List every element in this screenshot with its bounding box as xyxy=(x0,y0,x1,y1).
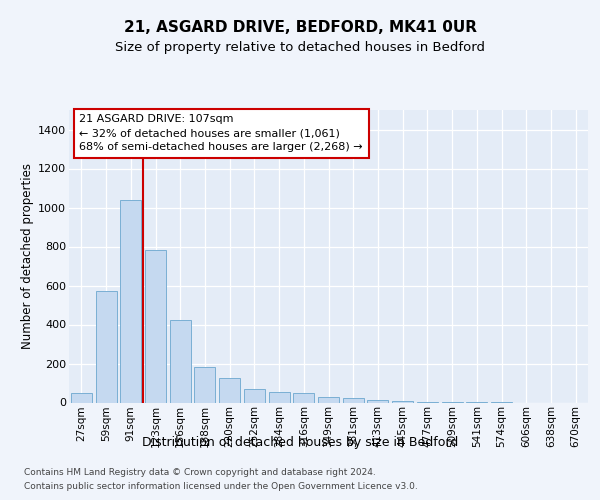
Bar xyxy=(194,368,215,402)
Bar xyxy=(392,401,413,402)
Text: Size of property relative to detached houses in Bedford: Size of property relative to detached ho… xyxy=(115,41,485,54)
Bar xyxy=(269,392,290,402)
Text: Distribution of detached houses by size in Bedford: Distribution of detached houses by size … xyxy=(142,436,458,449)
Bar xyxy=(95,292,116,403)
Bar xyxy=(219,378,240,402)
Text: Contains HM Land Registry data © Crown copyright and database right 2024.: Contains HM Land Registry data © Crown c… xyxy=(24,468,376,477)
Bar xyxy=(343,398,364,402)
Text: Contains public sector information licensed under the Open Government Licence v3: Contains public sector information licen… xyxy=(24,482,418,491)
Bar xyxy=(367,400,388,402)
Bar xyxy=(244,389,265,402)
Bar xyxy=(120,200,141,402)
Text: 21 ASGARD DRIVE: 107sqm
← 32% of detached houses are smaller (1,061)
68% of semi: 21 ASGARD DRIVE: 107sqm ← 32% of detache… xyxy=(79,114,363,152)
Text: 21, ASGARD DRIVE, BEDFORD, MK41 0UR: 21, ASGARD DRIVE, BEDFORD, MK41 0UR xyxy=(124,20,476,35)
Y-axis label: Number of detached properties: Number of detached properties xyxy=(21,163,34,349)
Bar xyxy=(71,393,92,402)
Bar xyxy=(170,320,191,402)
Bar xyxy=(145,250,166,402)
Bar xyxy=(293,393,314,402)
Bar xyxy=(318,396,339,402)
